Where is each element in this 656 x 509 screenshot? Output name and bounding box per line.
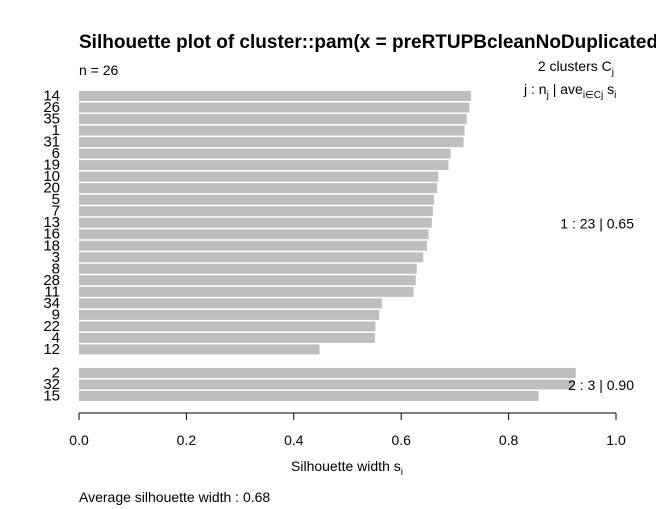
- silhouette-bar: [79, 367, 576, 378]
- silhouette-bar: [79, 298, 382, 309]
- bars-group: [79, 91, 576, 401]
- observation-label: 2: [52, 364, 60, 381]
- silhouette-bar: [79, 160, 449, 171]
- clusters-header-sub: j: [611, 67, 614, 78]
- silhouette-bar: [79, 252, 424, 263]
- observation-label: 26: [43, 99, 60, 116]
- observation-label: 10: [43, 168, 60, 185]
- legend-j-part: j : n: [523, 81, 547, 97]
- silhouette-bar: [79, 125, 465, 136]
- observation-label: 3: [52, 249, 60, 266]
- observation-label: 12: [43, 341, 60, 358]
- silhouette-bar: [79, 229, 429, 240]
- y-labels-group: 1426351316191020571316183828113492241223…: [43, 88, 60, 405]
- observation-label: 1: [52, 122, 60, 139]
- legend-s-sub: i: [614, 90, 616, 101]
- observation-label: 4: [52, 329, 60, 346]
- x-tick-label: 0.6: [391, 432, 411, 448]
- x-tick-label: 0.8: [499, 432, 519, 448]
- cluster-summary: 2 : 3 | 0.90: [568, 377, 634, 393]
- silhouette-bar: [79, 114, 467, 125]
- silhouette-bar: [79, 332, 375, 343]
- silhouette-bar: [79, 171, 439, 182]
- silhouette-bar: [79, 137, 464, 148]
- observation-label: 31: [43, 134, 60, 151]
- observation-label: 11: [44, 283, 60, 300]
- x-axis-label-sub: i: [401, 467, 403, 478]
- n-count-label: n = 26: [79, 62, 119, 78]
- silhouette-bar: [79, 286, 414, 297]
- observation-label: 20: [43, 180, 60, 197]
- silhouette-bar: [79, 206, 433, 217]
- x-tick-label: 0.4: [284, 432, 304, 448]
- observation-label: 34: [43, 295, 60, 312]
- silhouette-bar: [79, 183, 438, 194]
- cluster-summary: 1 : 23 | 0.65: [560, 215, 634, 231]
- observation-label: 35: [43, 111, 60, 128]
- observation-label: 15: [43, 388, 60, 405]
- legend-ave-sub: i∈Cj: [583, 90, 603, 101]
- observation-label: 13: [43, 214, 60, 231]
- silhouette-bar: [79, 344, 320, 355]
- clusters-header: 2 clusters Cj: [538, 58, 614, 78]
- legend-j-sub: j: [546, 90, 549, 101]
- silhouette-bar: [79, 91, 472, 101]
- legend-header-row: j : nj | avei∈Cj si: [523, 81, 616, 101]
- x-tick-label: 0.2: [177, 432, 197, 448]
- observation-label: 6: [52, 145, 60, 162]
- legend-ave-part: | ave: [549, 81, 583, 97]
- silhouette-bar: [79, 148, 451, 159]
- clusters-header-main: 2 clusters C: [538, 58, 612, 74]
- silhouette-bar: [79, 321, 376, 332]
- observation-label: 22: [43, 318, 60, 335]
- observation-label: 5: [52, 191, 60, 208]
- silhouette-bar: [79, 263, 417, 274]
- x-axis: 0.0 0.2 0.4 0.6 0.8 1.0: [69, 412, 626, 448]
- silhouette-bar: [79, 391, 539, 401]
- silhouette-bar: [79, 309, 380, 320]
- x-tick-label: 1.0: [606, 432, 626, 448]
- cluster-summaries-group: 1 : 23 | 0.65 2 : 3 | 0.90: [560, 215, 634, 393]
- observation-label: 14: [43, 88, 60, 105]
- observation-label: 32: [43, 376, 60, 393]
- silhouette-bar: [79, 194, 434, 205]
- observation-label: 18: [43, 237, 60, 254]
- silhouette-bar: [79, 379, 574, 390]
- observation-label: 16: [43, 226, 60, 243]
- legend-s-part: s: [603, 81, 614, 97]
- x-axis-label: Silhouette width si: [291, 458, 403, 478]
- observation-label: 8: [52, 260, 60, 277]
- silhouette-bar: [79, 217, 432, 228]
- x-tick-label: 0.0: [69, 432, 89, 448]
- observation-label: 7: [52, 203, 60, 220]
- observation-label: 9: [52, 306, 60, 323]
- silhouette-bar: [79, 240, 427, 251]
- silhouette-bar: [79, 275, 416, 286]
- observation-label: 19: [43, 157, 60, 174]
- observation-label: 28: [43, 272, 60, 289]
- chart-title: Silhouette plot of cluster::pam(x = preR…: [79, 32, 656, 53]
- average-silhouette-width: Average silhouette width : 0.68: [79, 489, 270, 505]
- x-axis-label-main: Silhouette width s: [291, 458, 401, 474]
- silhouette-bar: [79, 102, 470, 113]
